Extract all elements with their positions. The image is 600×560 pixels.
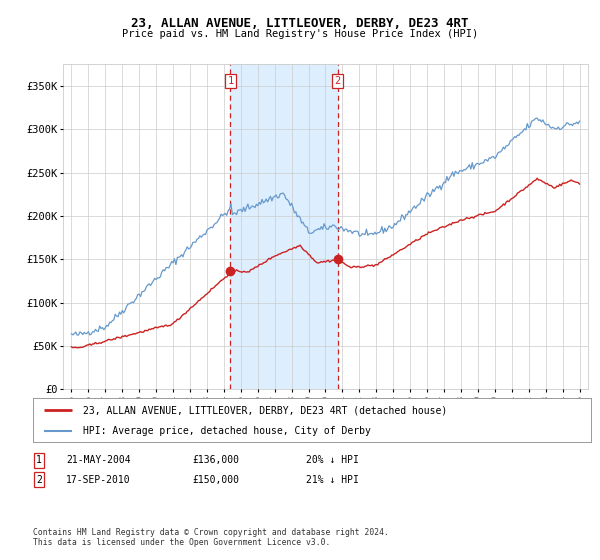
Text: 21% ↓ HPI: 21% ↓ HPI <box>306 475 359 485</box>
Text: 2: 2 <box>36 475 42 485</box>
Text: 23, ALLAN AVENUE, LITTLEOVER, DERBY, DE23 4RT (detached house): 23, ALLAN AVENUE, LITTLEOVER, DERBY, DE2… <box>83 405 448 415</box>
Text: 1: 1 <box>36 455 42 465</box>
Text: Contains HM Land Registry data © Crown copyright and database right 2024.
This d: Contains HM Land Registry data © Crown c… <box>33 528 389 547</box>
Text: 23, ALLAN AVENUE, LITTLEOVER, DERBY, DE23 4RT: 23, ALLAN AVENUE, LITTLEOVER, DERBY, DE2… <box>131 17 469 30</box>
Text: 20% ↓ HPI: 20% ↓ HPI <box>306 455 359 465</box>
Bar <box>230 64 338 389</box>
Text: £136,000: £136,000 <box>192 455 239 465</box>
Text: Price paid vs. HM Land Registry's House Price Index (HPI): Price paid vs. HM Land Registry's House … <box>122 29 478 39</box>
Text: 1: 1 <box>227 76 233 86</box>
Text: HPI: Average price, detached house, City of Derby: HPI: Average price, detached house, City… <box>83 426 371 436</box>
Text: 17-SEP-2010: 17-SEP-2010 <box>66 475 131 485</box>
Text: 21-MAY-2004: 21-MAY-2004 <box>66 455 131 465</box>
Text: £150,000: £150,000 <box>192 475 239 485</box>
Text: 2: 2 <box>335 76 341 86</box>
